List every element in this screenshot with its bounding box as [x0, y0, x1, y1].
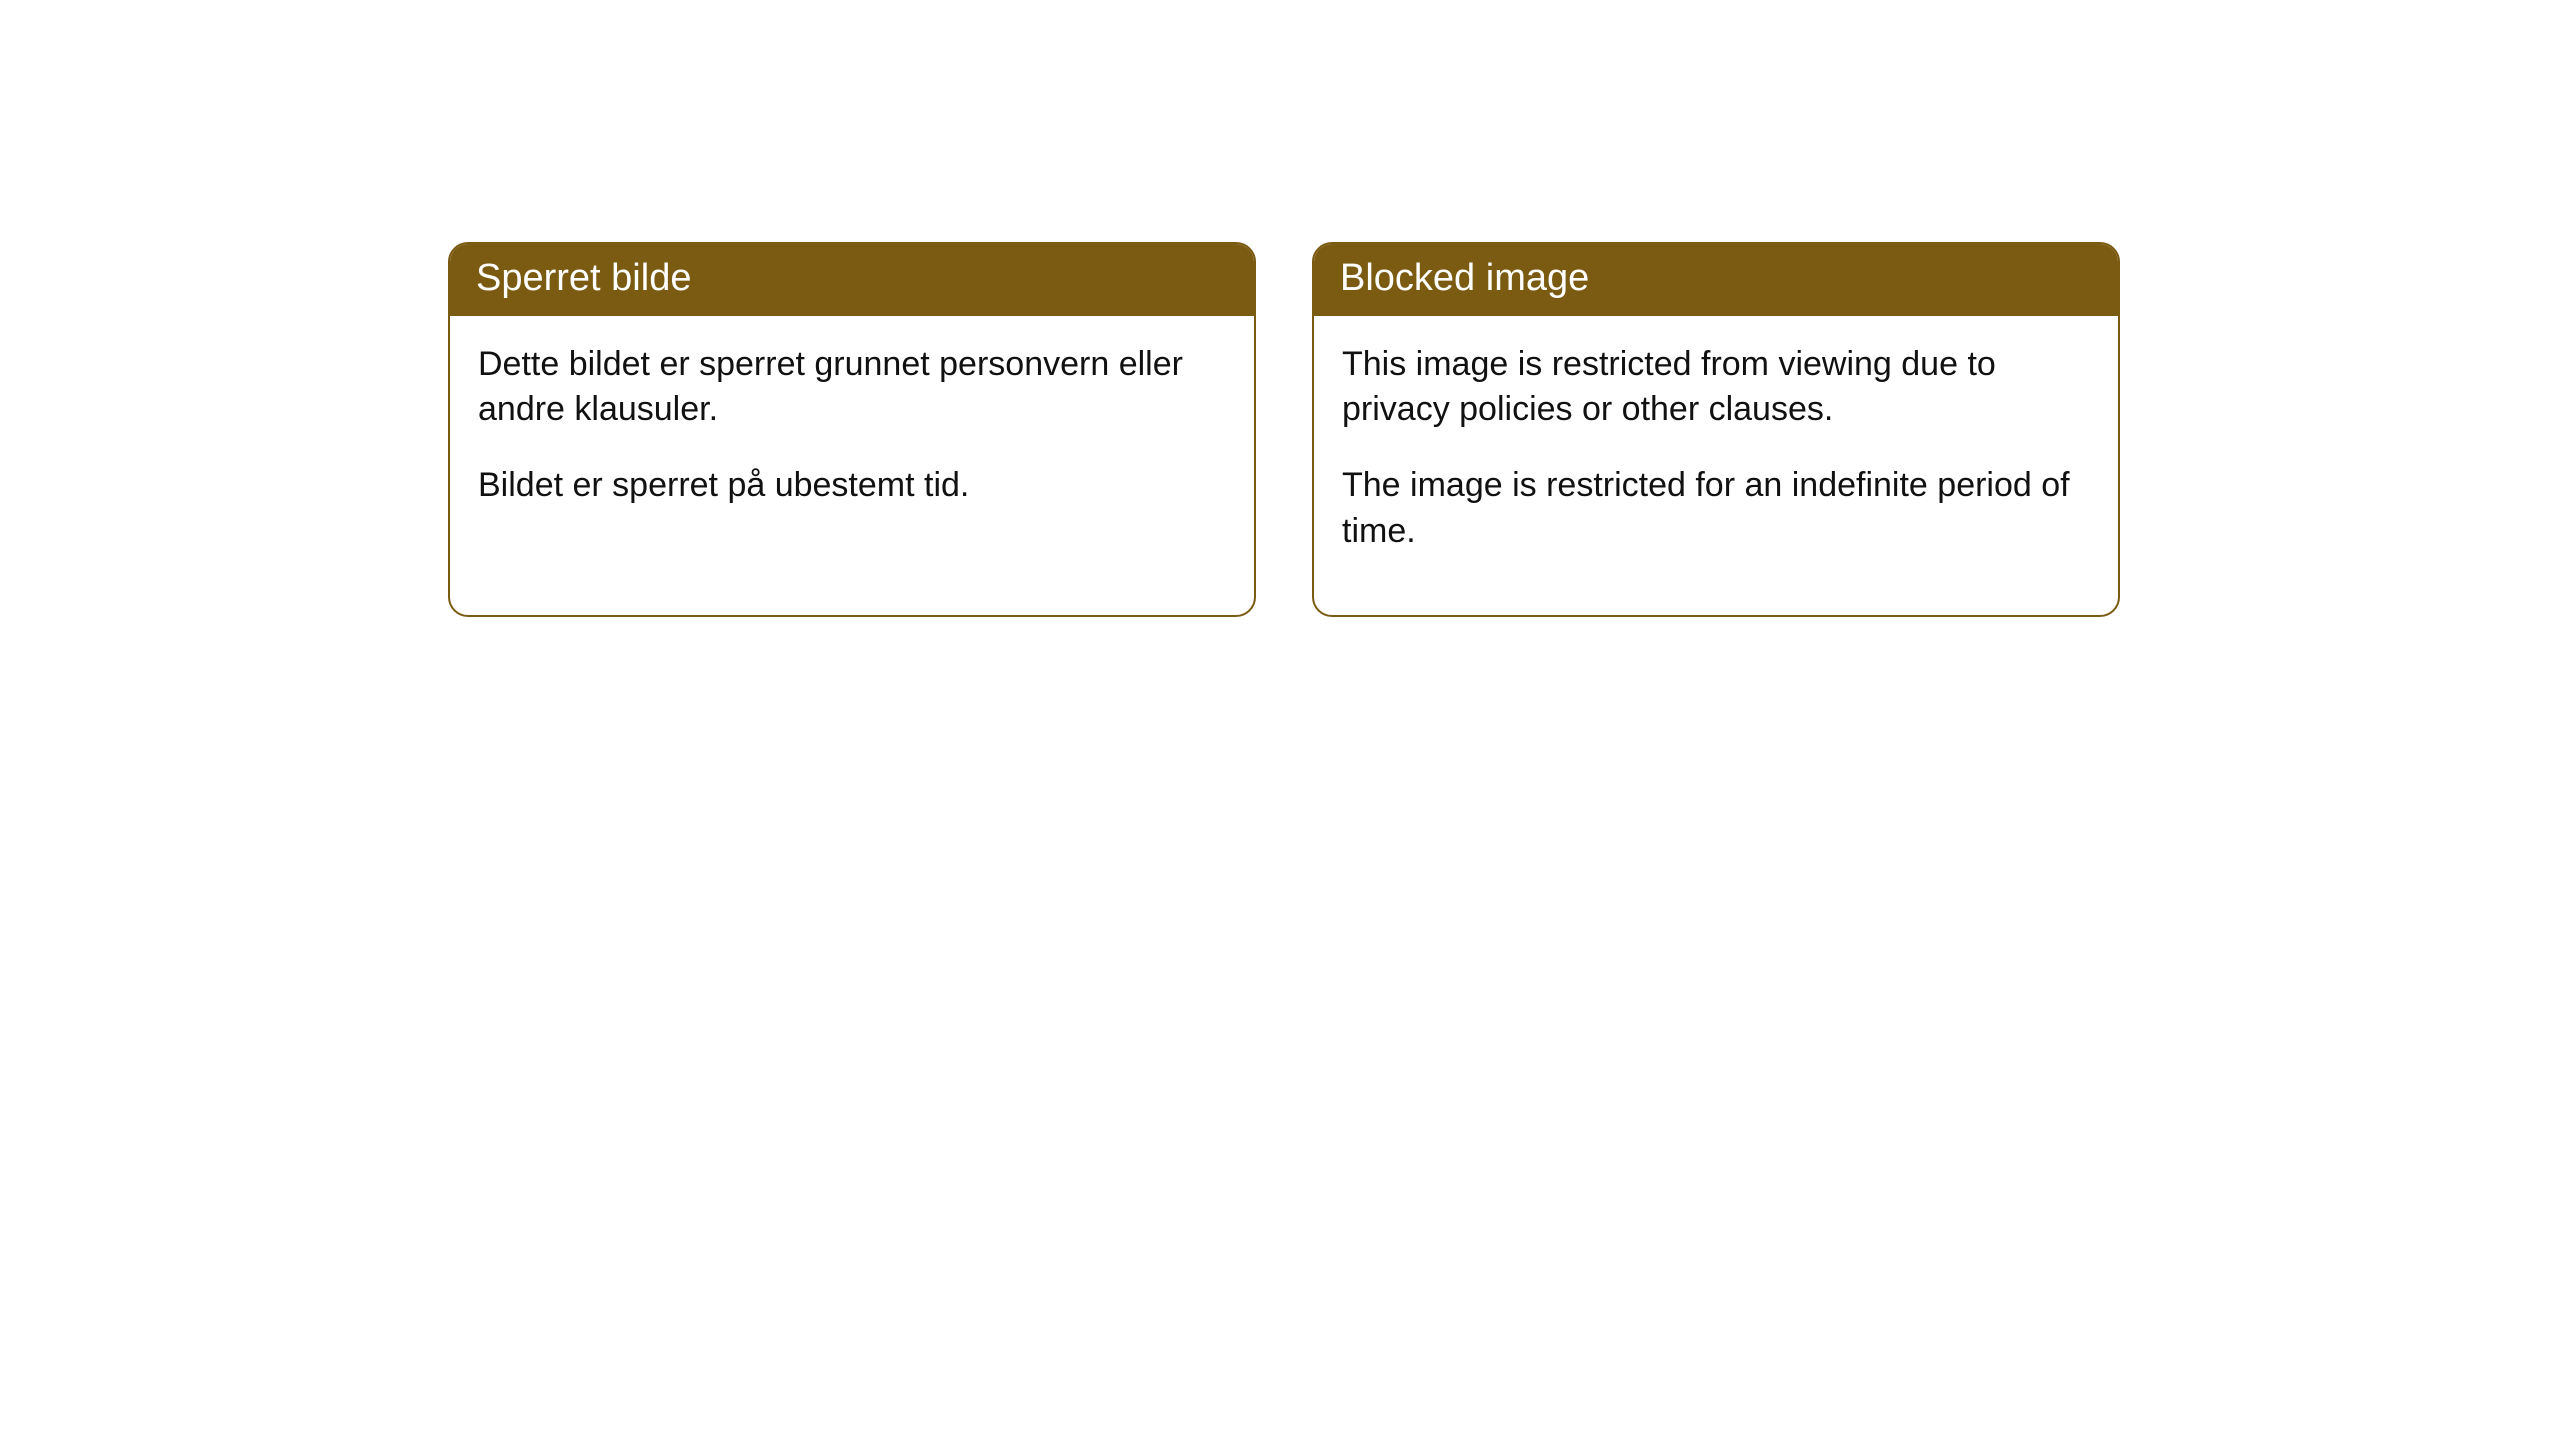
- panel-body-en: This image is restricted from viewing du…: [1314, 316, 2118, 616]
- panel-body-no: Dette bildet er sperret grunnet personve…: [450, 316, 1254, 570]
- panel-text-line2-no: Bildet er sperret på ubestemt tid.: [478, 463, 1226, 509]
- blocked-image-panel-en: Blocked image This image is restricted f…: [1312, 242, 2120, 617]
- panel-title-en: Blocked image: [1314, 244, 2118, 316]
- panel-text-line1-en: This image is restricted from viewing du…: [1342, 342, 2090, 434]
- panels-container: Sperret bilde Dette bildet er sperret gr…: [0, 0, 2560, 617]
- panel-title-no: Sperret bilde: [450, 244, 1254, 316]
- panel-text-line1-no: Dette bildet er sperret grunnet personve…: [478, 342, 1226, 434]
- panel-text-line2-en: The image is restricted for an indefinit…: [1342, 463, 2090, 555]
- blocked-image-panel-no: Sperret bilde Dette bildet er sperret gr…: [448, 242, 1256, 617]
